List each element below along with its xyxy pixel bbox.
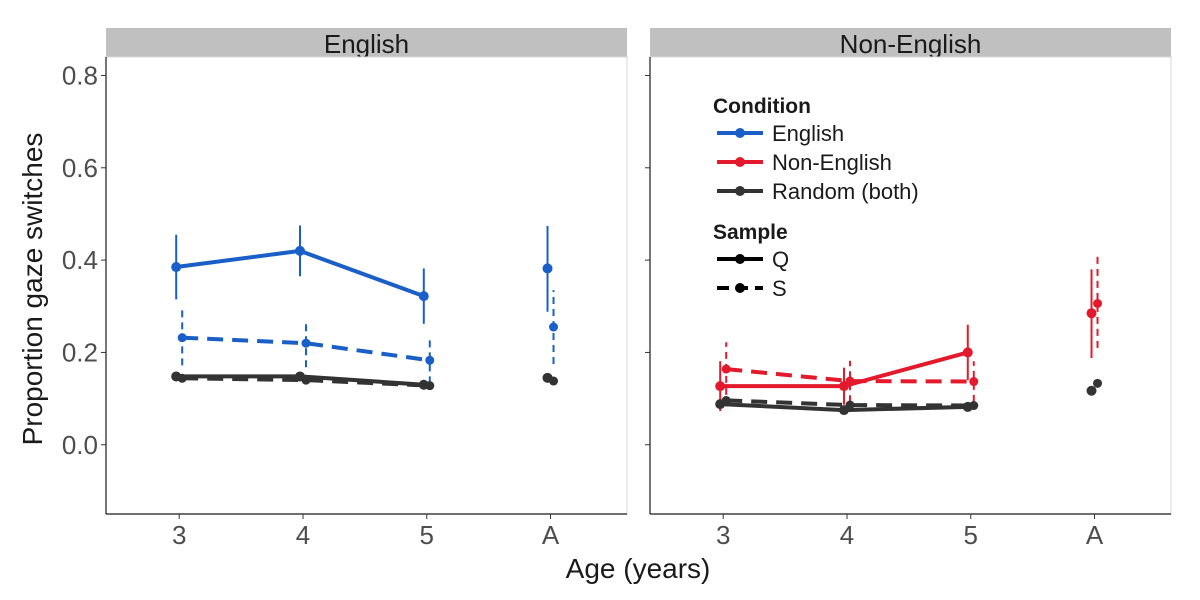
data-point — [301, 338, 311, 348]
data-point — [177, 333, 187, 343]
panels: English 0.0 0.2 0.4 0.6 0.8 3 4 5 A Non-English 3 4 5… — [62, 28, 1172, 550]
series-random-both--s — [177, 373, 559, 391]
series-line — [182, 376, 430, 388]
data-point — [1093, 299, 1103, 309]
x-tick-label: 5 — [964, 520, 978, 550]
series-english-s — [177, 290, 559, 384]
x-axis-title: Age (years) — [566, 553, 711, 584]
legend-key-point — [735, 283, 745, 293]
x-tick-label: A — [1086, 520, 1104, 550]
legend-key-point — [735, 157, 745, 167]
data-point — [962, 347, 973, 358]
panel-frame — [649, 56, 1172, 515]
legend-title-sample: Sample — [713, 221, 788, 244]
data-point — [549, 376, 559, 386]
panel-frame — [105, 56, 628, 515]
legend-key-point — [735, 254, 745, 264]
legend-label: English — [772, 121, 844, 146]
data-point — [425, 381, 435, 391]
data-point — [845, 376, 855, 386]
series-non-english-q — [715, 269, 1097, 412]
data-point — [425, 355, 435, 365]
data-point — [845, 400, 855, 410]
y-axis-title: Proportion gaze switches — [17, 133, 48, 446]
legend-label: S — [772, 276, 787, 301]
x-tick-label: 3 — [716, 520, 730, 550]
series-line — [182, 335, 431, 363]
legend-key-point — [735, 186, 745, 196]
data-point — [1086, 385, 1097, 396]
data-point — [969, 401, 979, 411]
y-tick-label: 0.2 — [62, 337, 98, 367]
legend-title-condition: Condition — [713, 95, 811, 118]
legend-label: Random (both) — [772, 179, 919, 204]
x-tick-label: 5 — [420, 520, 434, 550]
data-point — [418, 291, 429, 302]
data-point — [294, 245, 305, 256]
x-tick-label: 4 — [296, 520, 310, 550]
legend-label: Q — [772, 247, 789, 272]
data-point — [542, 263, 553, 274]
data-point — [721, 395, 731, 405]
legend-key-point — [735, 128, 745, 138]
data-point — [721, 364, 731, 374]
y-tick-label: 0.6 — [62, 153, 98, 183]
series-english-q — [171, 225, 553, 324]
panel-strip — [106, 28, 627, 57]
panel-strip — [650, 28, 1171, 57]
data-point — [1093, 378, 1103, 388]
series-random-both--s — [721, 378, 1103, 411]
data-point — [969, 377, 979, 387]
panel-0: English 0.0 0.2 0.4 0.6 0.8 3 4 5 A — [62, 28, 628, 550]
series-line — [726, 367, 974, 384]
series-non-english-s — [721, 256, 1103, 403]
y-tick-label: 0.8 — [62, 60, 98, 90]
data-point — [177, 373, 187, 383]
series-line — [726, 398, 974, 408]
y-tick-label: 0.4 — [62, 245, 98, 275]
data-point — [171, 262, 182, 273]
x-tick-label: 4 — [840, 520, 854, 550]
x-tick-label: A — [542, 520, 560, 550]
panel-title: English — [324, 29, 409, 59]
panel-title: Non-English — [840, 29, 982, 59]
data-point — [301, 375, 311, 385]
legend: Condition English Non-English Random (both)… — [713, 95, 919, 301]
data-point — [1086, 308, 1097, 319]
y-tick-label: 0.0 — [62, 430, 98, 460]
data-point — [549, 322, 559, 332]
x-tick-label: 3 — [172, 520, 186, 550]
legend-label: Non-English — [772, 150, 892, 175]
data-point — [715, 381, 726, 392]
